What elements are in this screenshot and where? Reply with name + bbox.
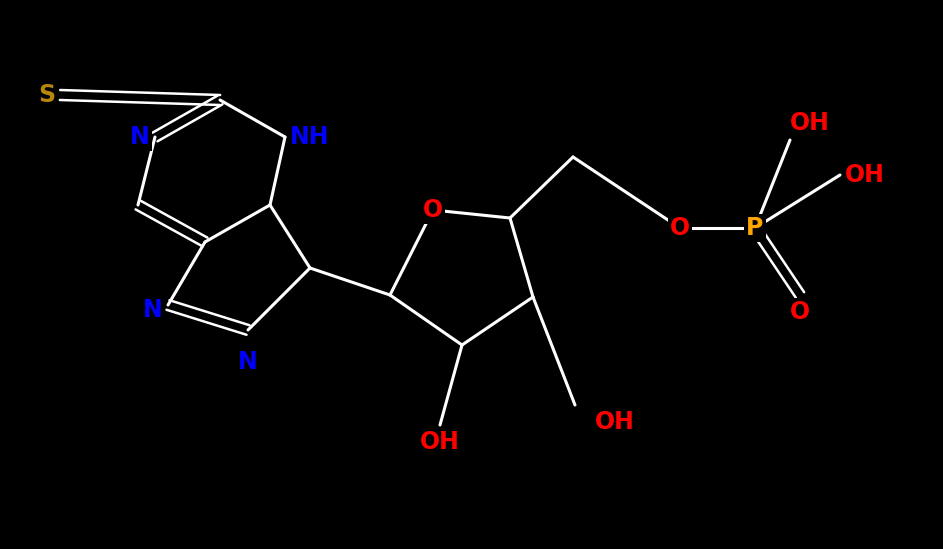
Text: S: S xyxy=(38,83,55,107)
Text: NH: NH xyxy=(290,125,329,149)
Text: N: N xyxy=(239,350,257,374)
Text: O: O xyxy=(423,198,443,222)
Text: P: P xyxy=(746,216,764,240)
Text: OH: OH xyxy=(845,163,885,187)
Text: O: O xyxy=(790,300,810,324)
Text: OH: OH xyxy=(595,410,635,434)
Text: OH: OH xyxy=(420,430,460,454)
Text: O: O xyxy=(670,216,690,240)
Text: OH: OH xyxy=(790,111,830,135)
Text: N: N xyxy=(130,125,150,149)
Text: N: N xyxy=(143,298,163,322)
